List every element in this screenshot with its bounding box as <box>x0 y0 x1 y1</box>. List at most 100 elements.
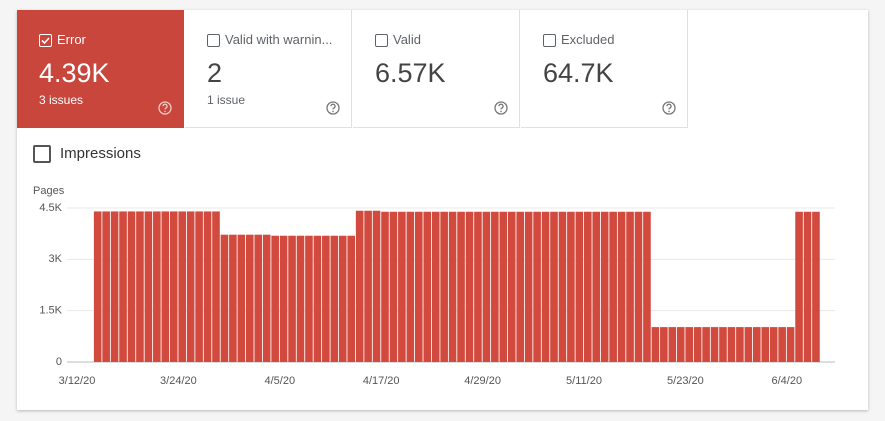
bar <box>617 211 626 362</box>
tile-value: 6.57K <box>375 58 446 88</box>
bar <box>271 235 279 362</box>
tile-checkbox[interactable] <box>543 34 556 47</box>
bar <box>305 235 313 362</box>
bar <box>516 211 524 362</box>
x-tick-label: 4/29/20 <box>464 375 501 387</box>
bar <box>423 211 432 362</box>
y-axis-title: Pages <box>33 185 65 197</box>
bar <box>144 211 153 362</box>
help-icon[interactable] <box>326 101 340 120</box>
help-icon[interactable] <box>494 101 508 120</box>
bar <box>575 211 584 362</box>
bar <box>381 211 389 362</box>
bar <box>338 235 347 362</box>
y-tick-label: 0 <box>56 356 62 368</box>
tile-subtitle: 1 issue <box>207 93 246 107</box>
bar <box>364 210 372 362</box>
bar <box>330 235 339 362</box>
status-tile[interactable]: Error 4.39K 3 issues <box>17 10 184 128</box>
bar <box>119 211 127 362</box>
bar <box>533 211 541 362</box>
x-tick-label: 4/17/20 <box>363 375 400 387</box>
bar <box>584 211 592 362</box>
bar <box>719 327 727 362</box>
bar <box>136 211 144 362</box>
bar <box>93 211 102 362</box>
bar <box>347 235 355 362</box>
bar <box>355 210 364 362</box>
bar <box>567 211 575 362</box>
tile-label: Valid with warnin... <box>225 32 333 47</box>
bar <box>550 211 558 362</box>
x-tick-label: 3/12/20 <box>59 375 96 387</box>
bar <box>491 211 499 362</box>
bar <box>710 327 719 362</box>
help-icon[interactable] <box>158 101 172 120</box>
tile-subtitle: 3 issues <box>39 93 84 107</box>
bar <box>609 211 617 362</box>
coverage-card: Error 4.39K 3 issues Valid with warnin... 2 1… <box>17 10 868 410</box>
x-tick-label: 6/4/20 <box>772 375 803 387</box>
bar <box>398 211 406 362</box>
bar <box>626 211 634 362</box>
bar <box>558 211 567 362</box>
bar <box>372 210 381 362</box>
bar <box>541 211 550 362</box>
bar <box>313 235 322 362</box>
bar <box>761 327 770 362</box>
x-tick-label: 5/23/20 <box>667 375 704 387</box>
y-tick-label: 4.5K <box>39 202 62 214</box>
bar <box>279 235 288 362</box>
bar <box>254 234 263 362</box>
bar <box>440 211 448 362</box>
bar <box>322 235 330 362</box>
bar <box>457 211 465 362</box>
bar <box>668 327 677 362</box>
impressions-label[interactable]: Impressions <box>60 145 141 162</box>
bar <box>195 211 203 362</box>
help-icon[interactable] <box>662 101 676 120</box>
bar <box>744 327 753 362</box>
bar <box>406 211 415 362</box>
tile-value: 4.39K <box>39 58 110 88</box>
bar <box>524 211 533 362</box>
tile-checkbox[interactable] <box>207 34 220 47</box>
bar <box>186 211 195 362</box>
status-tile[interactable]: Valid with warnin... 2 1 issue <box>185 10 352 128</box>
bar <box>169 211 178 362</box>
y-tick-label: 3K <box>49 253 63 265</box>
tile-checkbox[interactable] <box>375 34 388 47</box>
bar <box>262 234 271 362</box>
bar <box>161 211 170 362</box>
y-tick-label: 1.5K <box>39 305 62 317</box>
bar <box>651 327 660 362</box>
bar <box>431 211 440 362</box>
tile-value: 2 <box>207 58 223 88</box>
bar <box>702 327 710 362</box>
bar <box>634 211 643 362</box>
tile-value: 64.7K <box>543 58 614 88</box>
chart: Pages 0 1.5K 3K 4.5K 3/12/20 3/24/20 4/5/20 4/1… <box>33 185 835 387</box>
bar <box>237 234 246 362</box>
tile-checkbox[interactable] <box>39 34 52 47</box>
bar <box>127 211 136 362</box>
bar <box>812 211 820 362</box>
bar <box>507 211 516 362</box>
status-tile[interactable]: Valid 6.57K <box>353 10 520 128</box>
bar <box>592 211 601 362</box>
bar <box>499 211 508 362</box>
bar <box>685 327 693 362</box>
bar <box>296 235 305 362</box>
bar <box>786 327 795 362</box>
bar <box>803 211 812 362</box>
status-tile[interactable]: Excluded 64.7K <box>521 10 688 128</box>
bar <box>220 234 229 362</box>
bar <box>693 327 702 362</box>
bar <box>153 211 161 362</box>
bar <box>600 211 609 362</box>
bar <box>102 211 110 362</box>
impressions-checkbox[interactable] <box>33 145 51 163</box>
x-tick-label: 3/24/20 <box>160 375 197 387</box>
bar <box>212 211 220 362</box>
